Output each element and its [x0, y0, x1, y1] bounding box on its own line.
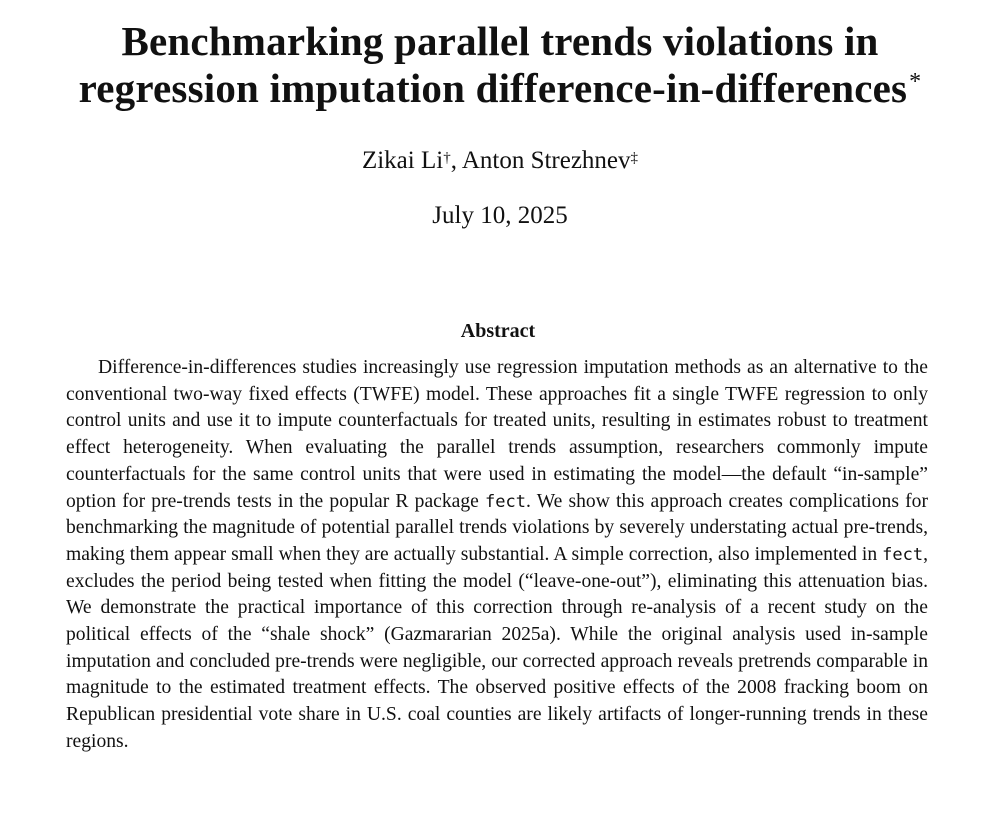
paper-title: Benchmarking parallel trends violations …	[0, 18, 1000, 112]
author-separator: ,	[450, 147, 462, 174]
package-name: fect	[485, 491, 526, 512]
abstract-text: , excludes the period being tested when …	[66, 543, 928, 752]
author-name: Zikai Li	[361, 147, 444, 174]
author-footnote-mark: ‡	[630, 150, 639, 166]
author-list: Zikai Li†, Anton Strezhnev‡	[0, 145, 1000, 177]
author-footnote-mark: †	[443, 150, 451, 166]
paper-date: July 10, 2025	[432, 202, 568, 229]
abstract-body: Difference-in-differences studies increa…	[66, 355, 928, 756]
author-name: Anton Strezhnev	[461, 147, 631, 174]
title-footnote-mark: *	[909, 69, 922, 95]
abstract-text: Difference-in-differences studies increa…	[66, 357, 928, 512]
package-name: fect	[882, 544, 924, 565]
abstract-heading: Abstract	[460, 320, 536, 342]
paper-title-line-2: regression imputation difference-in-diff…	[78, 65, 908, 111]
abstract-text: . We show this approach creates compli­c…	[66, 490, 928, 565]
paper-title-line-1: Benchmarking parallel trends violations …	[121, 18, 879, 64]
